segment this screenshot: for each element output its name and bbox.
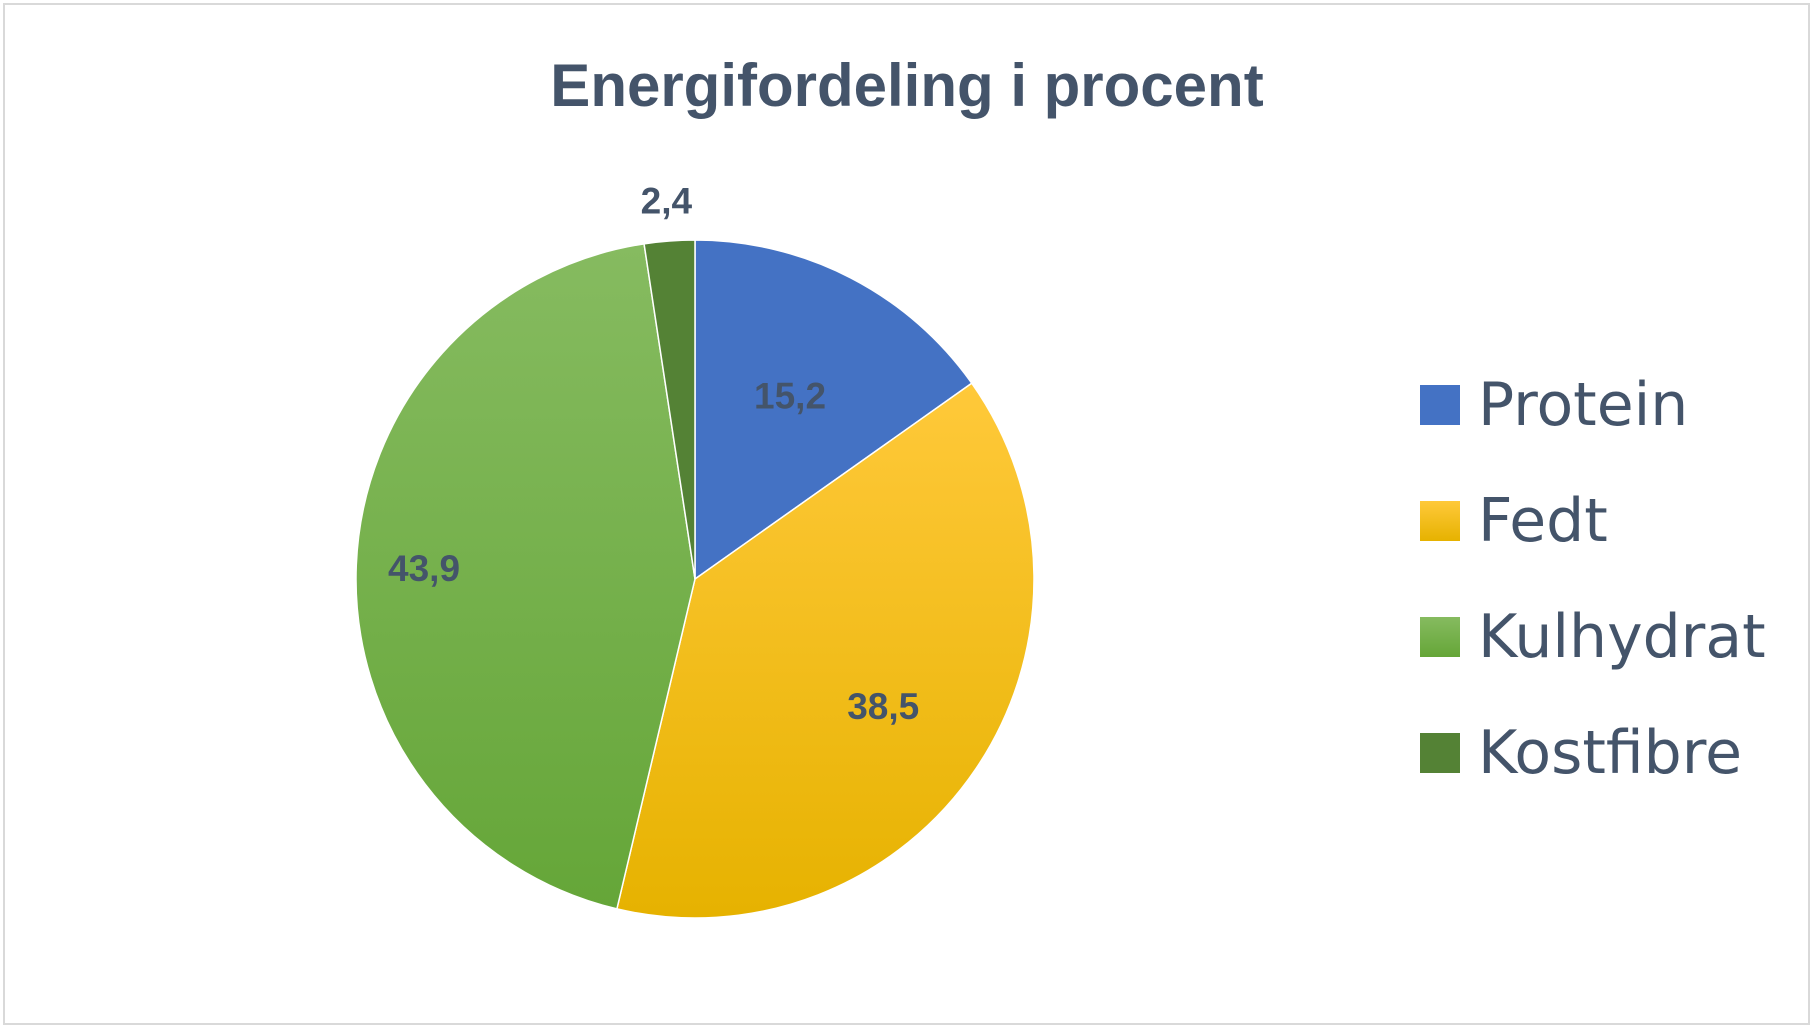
legend-item-fedt: Fedt [1420, 486, 1608, 556]
data-label-protein: 15,2 [754, 375, 826, 416]
data-label-fedt: 38,5 [847, 686, 919, 727]
data-labels: 15,2 38,5 43,9 2,4 [388, 180, 919, 727]
pie-slice-protein [694, 239, 973, 581]
legend-swatch-kostfibre [1420, 733, 1460, 773]
legend: Protein Fedt Kulhydrat Kostfibre [1420, 370, 1766, 788]
pie-slice-kulhydrat [355, 242, 696, 910]
pie-slice-kostfibre [643, 239, 696, 580]
legend-label-protein: Protein [1478, 370, 1688, 440]
legend-swatch-kulhydrat [1420, 617, 1460, 657]
pie-slices [355, 239, 1035, 919]
pie-slice-fedt [615, 382, 1035, 919]
legend-item-protein: Protein [1420, 370, 1688, 440]
legend-swatch-protein [1420, 385, 1460, 425]
legend-swatch-fedt [1420, 501, 1460, 541]
legend-label-kulhydrat: Kulhydrat [1478, 602, 1766, 672]
legend-item-kulhydrat: Kulhydrat [1420, 602, 1766, 672]
legend-item-kostfibre: Kostfibre [1420, 718, 1742, 788]
data-label-kulhydrat: 43,9 [388, 548, 460, 589]
data-label-kostfibre: 2,4 [641, 180, 693, 221]
legend-label-fedt: Fedt [1478, 486, 1608, 556]
legend-label-kostfibre: Kostfibre [1478, 718, 1742, 788]
chart-title: Energifordeling i procent [550, 52, 1263, 119]
